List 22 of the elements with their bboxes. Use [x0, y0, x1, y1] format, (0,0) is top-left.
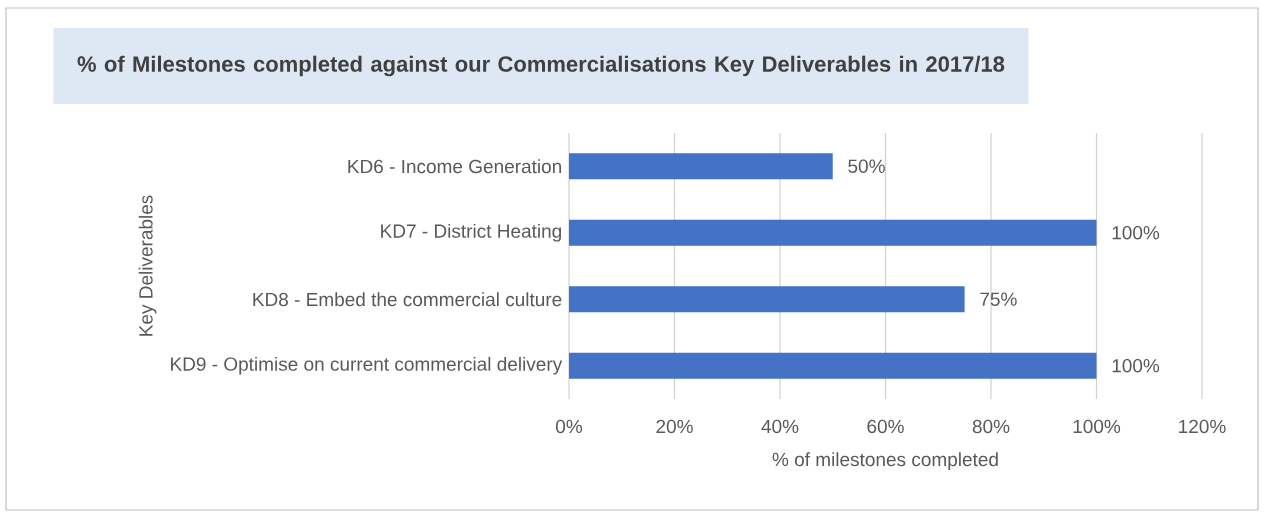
y-axis-title: Key Deliverables	[138, 195, 157, 336]
x-tick-label: 20%	[656, 419, 693, 434]
chart-title: % of Milestones completed against our Commercialisations Key Deliverables in 2017/18	[77, 55, 1005, 77]
bar	[569, 352, 1097, 379]
y-tick-label: KD9 - Optimise on current commercial delivery	[171, 356, 563, 375]
y-tick-label: KD6 - Income Generation	[348, 159, 562, 174]
data-label: 50%	[848, 159, 885, 173]
data-label: 75%	[980, 292, 1017, 306]
y-tick-label: KD8 - Embed the commercial culture	[253, 292, 562, 307]
bar	[569, 153, 833, 180]
y-tick-label: KD7 - District Heating	[381, 223, 562, 242]
x-tick-label: 100%	[1073, 419, 1121, 434]
x-tick-label: 80%	[972, 419, 1010, 434]
bar	[569, 286, 965, 313]
x-tick-label: 60%	[867, 419, 904, 434]
bar	[569, 219, 1097, 246]
x-axis-title: % of milestones completed	[772, 452, 998, 470]
data-label: 100%	[1112, 359, 1160, 373]
x-tick-label: 120%	[1179, 419, 1226, 434]
x-tick-label: 0%	[556, 419, 583, 434]
x-tick-label: 40%	[761, 419, 799, 434]
data-label: 100%	[1112, 226, 1160, 240]
